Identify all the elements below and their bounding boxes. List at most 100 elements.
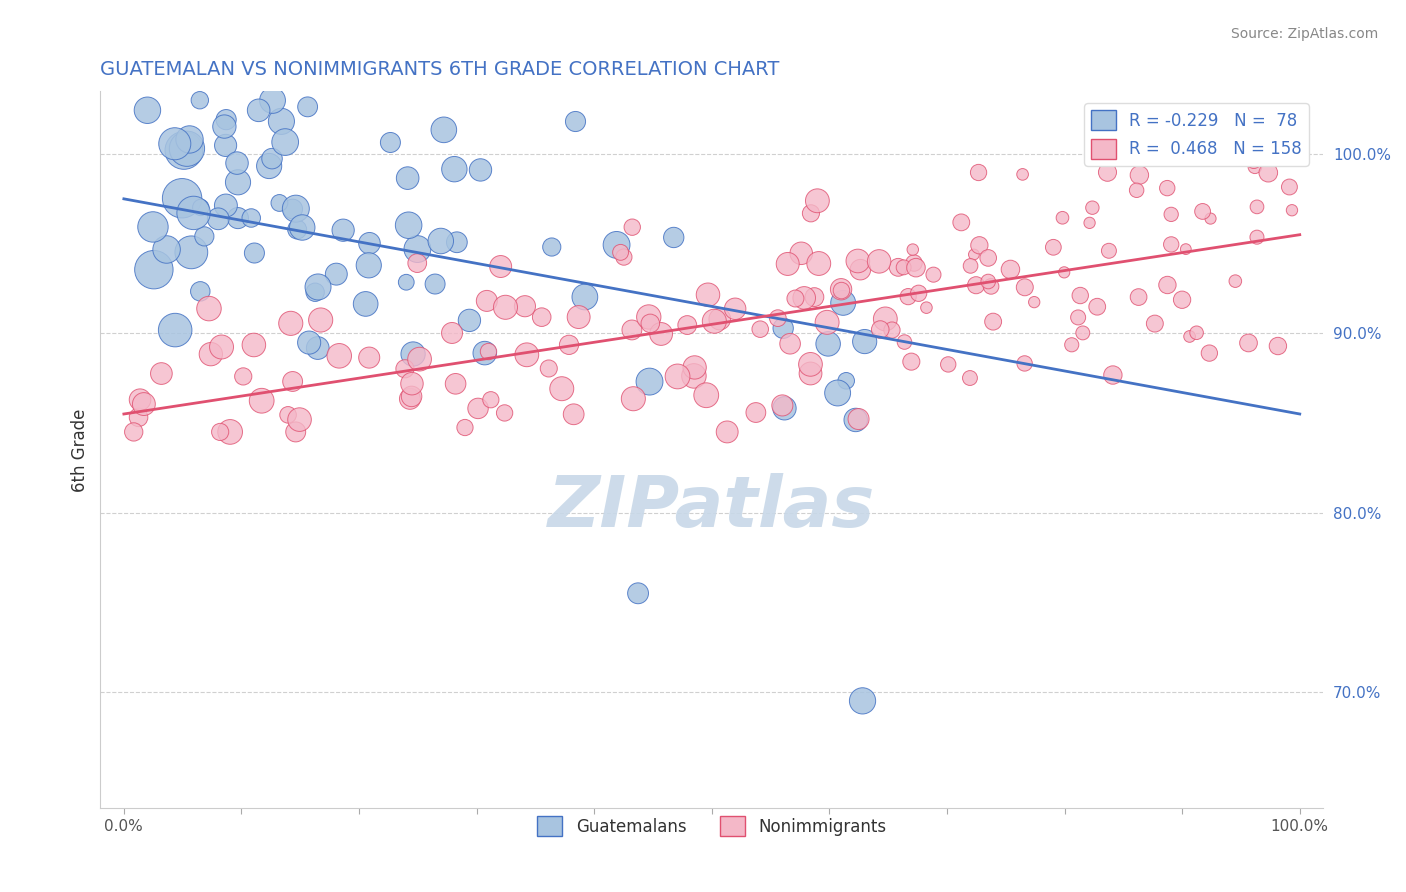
Point — [176, 142, 198, 156]
Point — [495, 301, 517, 315]
Point — [354, 297, 377, 311]
Point — [676, 318, 699, 332]
Point — [830, 282, 852, 296]
Point — [849, 262, 872, 277]
Point — [513, 299, 536, 313]
Point — [307, 280, 329, 294]
Point — [540, 240, 562, 254]
Point — [1199, 211, 1222, 226]
Point — [772, 321, 794, 335]
Point — [402, 347, 425, 361]
Point — [880, 323, 903, 337]
Point — [779, 336, 801, 351]
Point — [479, 392, 502, 407]
Point — [621, 392, 644, 406]
Point — [1000, 262, 1022, 277]
Point — [226, 175, 249, 189]
Point — [745, 405, 768, 419]
Point — [1185, 326, 1208, 340]
Point — [666, 369, 689, 384]
Point — [200, 347, 222, 361]
Point — [226, 156, 249, 170]
Point — [328, 349, 350, 363]
Point — [1237, 335, 1260, 350]
Point — [1125, 183, 1147, 197]
Point — [620, 323, 643, 337]
Point — [564, 114, 586, 128]
Point — [129, 392, 152, 407]
Point — [904, 260, 927, 275]
Point — [188, 93, 211, 107]
Point — [950, 215, 973, 229]
Point — [188, 285, 211, 299]
Point — [776, 257, 799, 271]
Point — [1071, 326, 1094, 340]
Point — [1149, 138, 1171, 153]
Point — [433, 123, 456, 137]
Point — [799, 357, 821, 371]
Point — [173, 144, 195, 158]
Point — [800, 206, 823, 220]
Point — [827, 386, 849, 401]
Point — [297, 100, 319, 114]
Point — [215, 198, 238, 212]
Point — [724, 301, 747, 316]
Point — [621, 220, 644, 235]
Point — [198, 301, 221, 316]
Point — [980, 279, 1002, 293]
Point — [893, 260, 915, 275]
Point — [444, 376, 467, 391]
Point — [1085, 300, 1108, 314]
Point — [900, 354, 922, 368]
Point — [977, 275, 1000, 289]
Point — [868, 254, 890, 268]
Point — [380, 136, 402, 150]
Point — [637, 310, 659, 324]
Point — [969, 238, 991, 252]
Point — [281, 375, 304, 389]
Point — [291, 220, 314, 235]
Point — [903, 256, 925, 270]
Point — [915, 301, 938, 315]
Point — [887, 260, 910, 275]
Point — [136, 103, 159, 118]
Point — [793, 291, 815, 305]
Point — [1243, 153, 1265, 168]
Point — [172, 191, 194, 205]
Point — [1014, 280, 1036, 294]
Point — [1281, 203, 1303, 218]
Point — [190, 201, 212, 215]
Point — [799, 367, 821, 381]
Point — [226, 211, 249, 225]
Point — [848, 412, 870, 426]
Point — [398, 219, 420, 233]
Point — [1143, 317, 1166, 331]
Point — [1244, 160, 1267, 174]
Point — [1271, 138, 1294, 153]
Point — [1097, 165, 1119, 179]
Point — [243, 246, 266, 260]
Y-axis label: 6th Grade: 6th Grade — [72, 409, 89, 491]
Point — [1069, 288, 1091, 302]
Point — [443, 162, 465, 177]
Point — [477, 344, 499, 359]
Point — [936, 358, 959, 372]
Point — [1156, 277, 1178, 292]
Point — [284, 202, 307, 216]
Point — [406, 256, 429, 270]
Point — [662, 230, 685, 244]
Point — [537, 361, 560, 376]
Point — [574, 290, 596, 304]
Point — [807, 256, 830, 270]
Point — [922, 268, 945, 282]
Point — [853, 334, 876, 349]
Point — [638, 375, 661, 389]
Point — [1042, 240, 1064, 254]
Point — [359, 351, 381, 365]
Point — [1128, 290, 1150, 304]
Point — [609, 245, 631, 260]
Point — [285, 222, 308, 236]
Point — [304, 285, 326, 300]
Point — [709, 312, 731, 326]
Point — [1098, 244, 1121, 258]
